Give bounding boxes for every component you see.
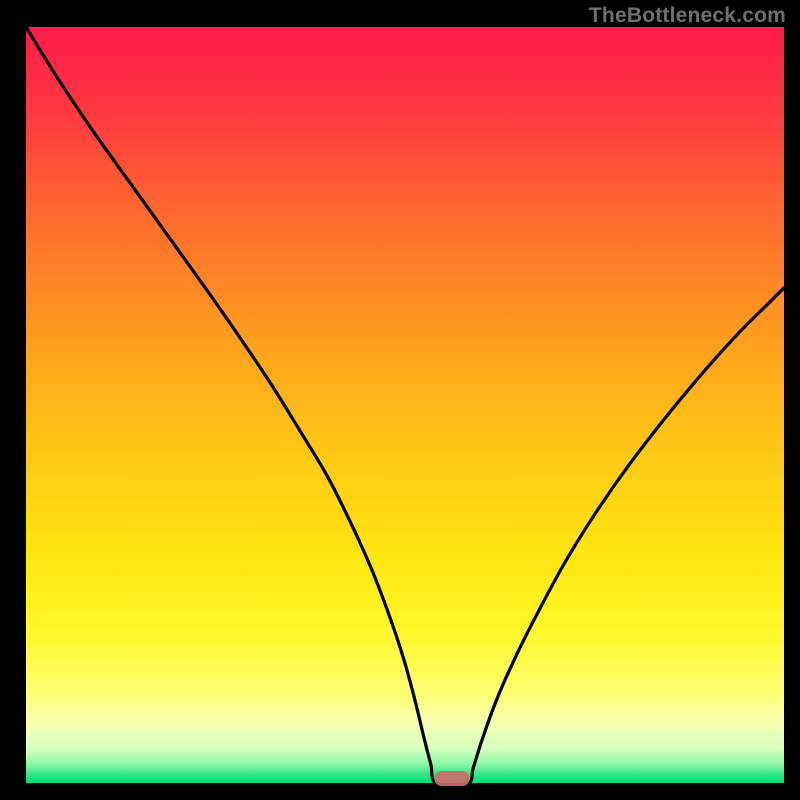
optimal-point-marker — [435, 771, 470, 786]
chart-frame: TheBottleneck.com — [0, 0, 800, 800]
plot-background — [26, 27, 784, 783]
bottleneck-chart — [0, 0, 800, 800]
watermark-text: TheBottleneck.com — [589, 4, 786, 28]
